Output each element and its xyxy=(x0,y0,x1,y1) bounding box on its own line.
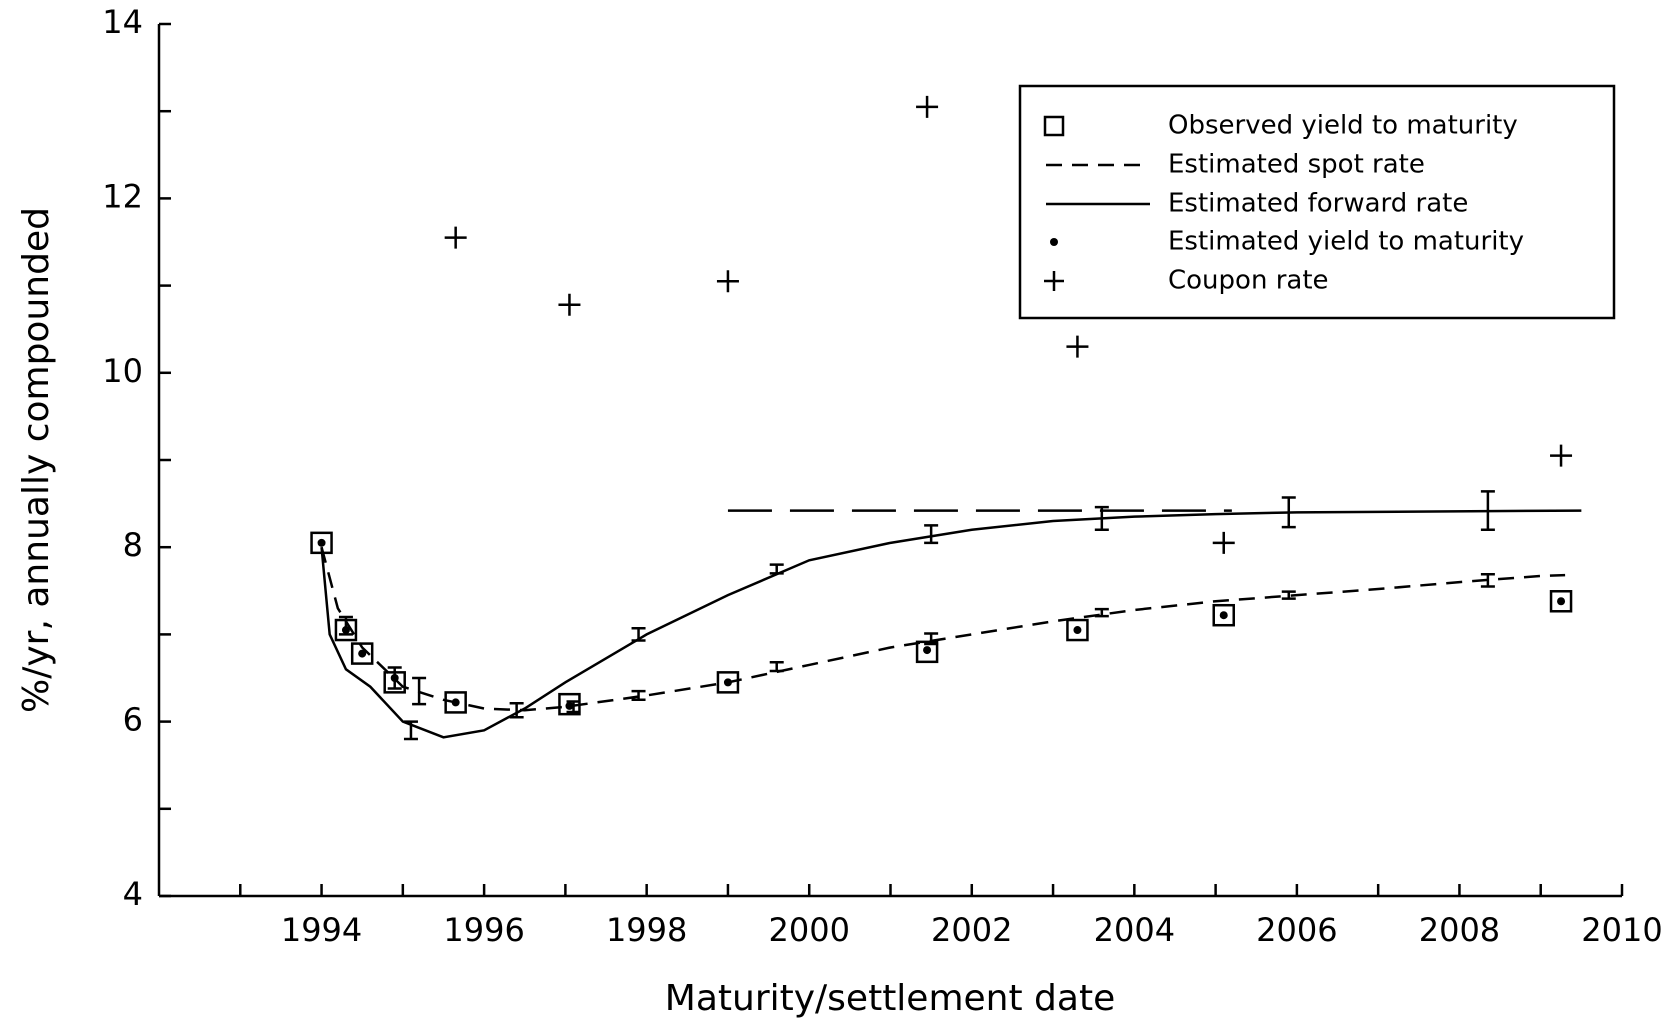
estimated-yield-marker xyxy=(565,701,574,710)
x-tick-label: 1996 xyxy=(443,911,524,949)
error-bar xyxy=(924,524,939,545)
legend-label: Estimated spot rate xyxy=(1168,150,1425,180)
estimated-yield-marker xyxy=(390,674,399,682)
estimated-yield-marker xyxy=(723,678,732,687)
legend-label: Coupon rate xyxy=(1168,266,1329,296)
coupon-marker xyxy=(558,293,581,316)
x-axis-label: Maturity/settlement date xyxy=(665,978,1115,1018)
y-tick-label: 12 xyxy=(102,177,143,215)
legend-label: Estimated forward rate xyxy=(1168,189,1468,219)
coupon-marker xyxy=(716,270,739,293)
observed-marker xyxy=(716,671,740,694)
spot-rate-line xyxy=(320,546,1566,712)
observed-marker xyxy=(350,642,374,665)
coupon-marker xyxy=(916,95,939,118)
x-tick-label: 2004 xyxy=(1094,911,1175,949)
estimated-yield-marker xyxy=(923,646,932,655)
y-axis-label: %/yr, annually compounded xyxy=(16,207,57,713)
coupon-marker xyxy=(1550,444,1573,467)
legend-symbol xyxy=(1043,115,1065,137)
x-tick-label: 2002 xyxy=(931,911,1012,949)
observed-marker xyxy=(915,640,939,664)
y-tick-label: 4 xyxy=(123,875,143,913)
estimated-yield-marker xyxy=(341,626,350,635)
legend-label: Observed yield to maturity xyxy=(1168,111,1518,141)
error-bar xyxy=(509,702,524,719)
x-tick-label: 2006 xyxy=(1256,911,1337,949)
legend-label: Estimated yield to maturity xyxy=(1168,227,1524,257)
y-tick-label: 6 xyxy=(123,701,143,739)
legend-symbol xyxy=(1044,271,1064,291)
observed-marker xyxy=(1066,618,1089,642)
y-tick-label: 10 xyxy=(102,352,143,390)
x-tick-label: 2000 xyxy=(769,911,850,949)
observed-marker xyxy=(444,691,467,714)
coupon-marker xyxy=(444,226,467,249)
x-tick-label: 1998 xyxy=(606,911,687,949)
forward-rate-line xyxy=(320,509,1582,739)
observed-marker xyxy=(334,618,358,642)
error-bar xyxy=(1281,590,1296,600)
estimated-yield-marker xyxy=(317,538,326,547)
legend-box xyxy=(1018,84,1616,320)
coupon-marker xyxy=(1212,531,1235,554)
y-tick-label: 14 xyxy=(102,3,143,41)
estimated-yield-marker xyxy=(1073,626,1082,635)
legend-symbol xyxy=(1050,238,1058,246)
estimated-yield-marker xyxy=(1219,611,1228,620)
estimated-yield-marker xyxy=(1557,597,1566,606)
x-tick-label: 1994 xyxy=(281,911,362,949)
estimated-yield-marker xyxy=(358,649,367,658)
observed-marker xyxy=(1549,590,1573,613)
x-tick-label: 2010 xyxy=(1581,911,1662,949)
observed-marker xyxy=(1212,603,1235,627)
observed-marker xyxy=(383,671,406,694)
estimated-yield-marker xyxy=(451,698,460,707)
x-tick-label: 2008 xyxy=(1419,911,1500,949)
coupon-marker xyxy=(1066,335,1089,358)
y-tick-label: 8 xyxy=(123,526,143,564)
